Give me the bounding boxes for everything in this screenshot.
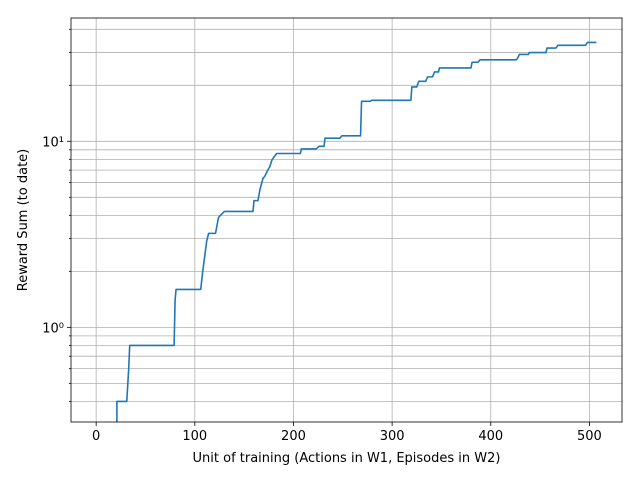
grid [71,18,622,422]
ticks: 0 100 200 300 400 500 10⁰ 10¹ [42,28,602,444]
reward-series-line [116,41,597,422]
x-tick-label: 0 [92,429,100,444]
plot-frame [70,17,623,423]
y-tick-label: 10⁰ [42,321,64,336]
y-axis-title: Reward Sum (to date) [16,149,31,291]
series-layer [116,41,597,422]
y-tick-label: 10¹ [42,135,64,150]
x-tick-label: 100 [182,429,207,444]
x-tick-label: 400 [478,429,503,444]
x-tick-label: 300 [380,429,405,444]
x-axis-title: Unit of training (Actions in W1, Episode… [193,451,501,466]
x-tick-label: 200 [281,429,306,444]
x-tick-label: 500 [577,429,602,444]
